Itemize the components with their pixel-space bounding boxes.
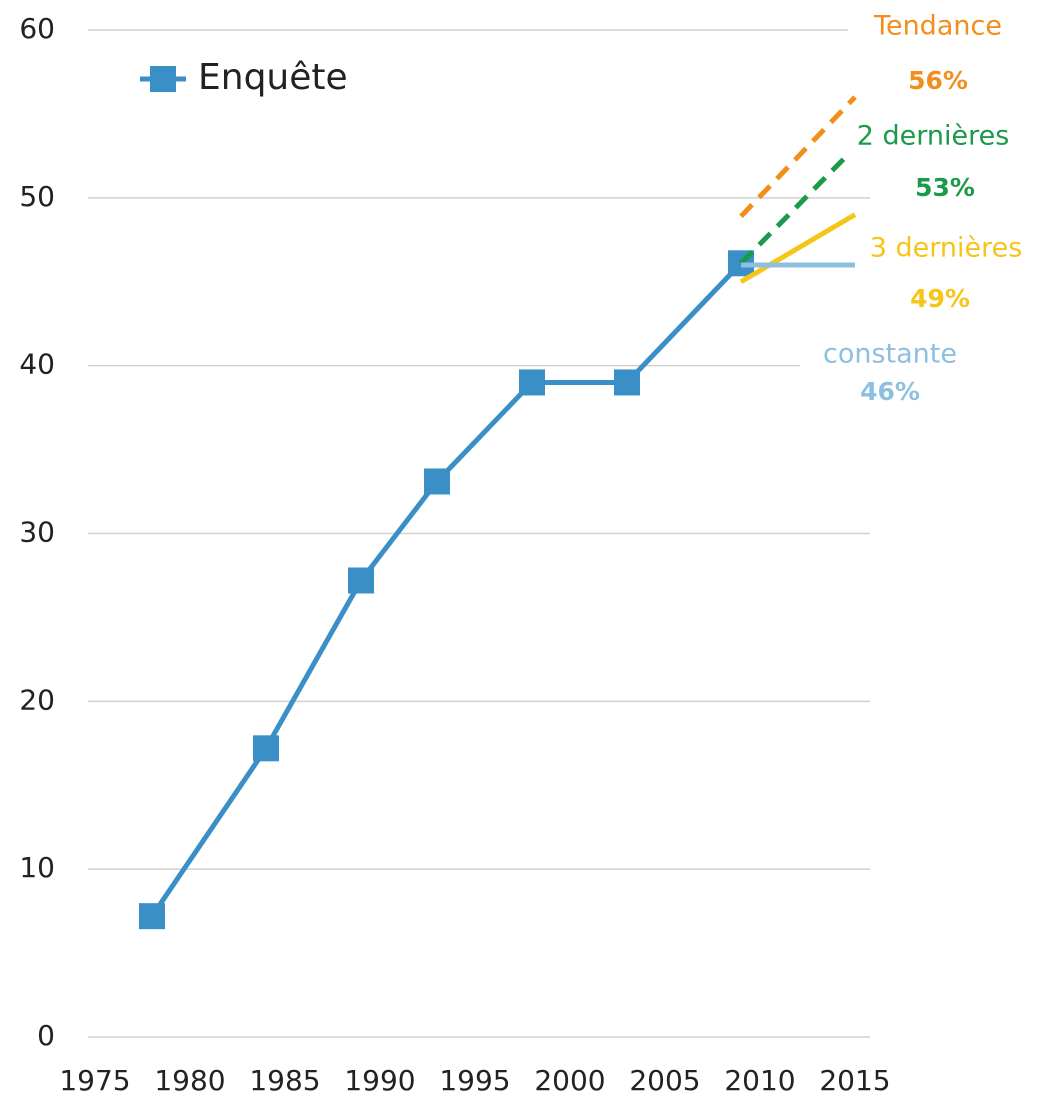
- series-line: [739, 95, 857, 219]
- series-label: 2 dernières: [857, 121, 1010, 152]
- y-tick-label: 40: [19, 348, 55, 381]
- x-tick-label: 2000: [534, 1064, 605, 1097]
- legend-label: Enquête: [198, 57, 348, 98]
- label-bg: [843, 117, 1023, 157]
- x-tick-label: 1990: [344, 1064, 415, 1097]
- x-tick-label: 1975: [59, 1064, 130, 1097]
- y-tick-label: 50: [19, 180, 55, 213]
- x-tick-label: 1980: [154, 1064, 225, 1097]
- label-bg: [898, 64, 978, 100]
- series-line: [739, 212, 857, 284]
- value-label: 46%: [860, 377, 920, 406]
- label-bg: [856, 229, 1036, 269]
- value-label: 53%: [915, 173, 975, 202]
- label-bg: [900, 282, 980, 318]
- series-line: [739, 145, 857, 266]
- label-bg: [850, 375, 930, 411]
- series-label: Tendance: [873, 11, 1002, 42]
- marker: [424, 468, 450, 495]
- y-tick-label: 60: [19, 12, 55, 45]
- y-tick-label: 0: [37, 1019, 55, 1052]
- value-label: 49%: [910, 284, 970, 313]
- x-tick-label: 2010: [724, 1064, 795, 1097]
- y-tick-label: 20: [19, 683, 55, 716]
- value-label: 56%: [908, 66, 968, 95]
- x-tick-label: 2015: [819, 1064, 890, 1097]
- y-tick-label: 30: [19, 516, 55, 549]
- label-bg: [800, 335, 980, 375]
- x-tick-label: 1995: [439, 1064, 510, 1097]
- marker: [253, 735, 279, 762]
- marker: [348, 567, 374, 594]
- series-label: 3 dernières: [870, 233, 1023, 264]
- x-tick-label: 2005: [629, 1064, 700, 1097]
- y-tick-label: 10: [19, 851, 55, 884]
- x-tick-label: 1985: [249, 1064, 320, 1097]
- marker: [139, 903, 165, 930]
- label-bg: [848, 7, 1028, 47]
- marker: [614, 369, 640, 396]
- label-bg: [905, 171, 985, 207]
- marker: [519, 369, 545, 396]
- legend-marker: [150, 66, 176, 92]
- series-label: constante: [823, 339, 957, 370]
- series-line: [149, 261, 743, 918]
